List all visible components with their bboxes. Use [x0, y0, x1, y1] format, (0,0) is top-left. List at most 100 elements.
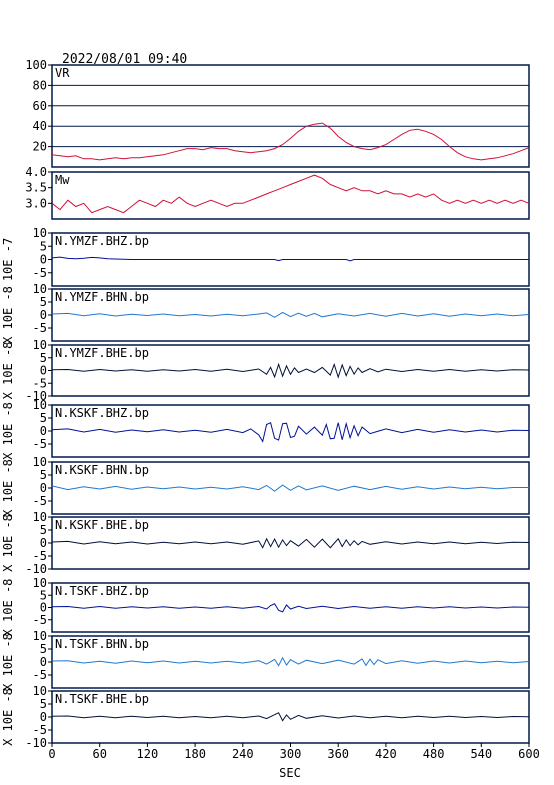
x-tick-label: 420 [375, 747, 397, 761]
y-tick-label: 0 [40, 655, 47, 669]
y-tick-label: 5 [40, 351, 47, 365]
y-tick-label: 4.0 [25, 165, 47, 179]
series-line [51, 362, 530, 379]
y-tick-label: 5 [40, 588, 47, 602]
y-axis-label: X 10E -8 [1, 633, 15, 691]
y-tick-label: -10 [25, 562, 47, 576]
y-axis-label: X 10E -8 [1, 402, 15, 460]
panel-label: N.YMZF.BHE.bp [55, 346, 149, 360]
y-tick-label: 10 [33, 629, 47, 643]
y-axis-label: X 10E -8 [1, 342, 15, 400]
y-tick-label: 0 [40, 710, 47, 724]
y-tick-label: 0 [40, 481, 47, 495]
series-line [51, 484, 529, 492]
series-line [51, 537, 530, 549]
x-tick-label: 120 [137, 747, 159, 761]
y-tick-label: 5 [40, 239, 47, 253]
x-tick-label: 600 [518, 747, 540, 761]
y-axis-label: X 10E -8 [1, 579, 15, 637]
y-tick-label: -5 [33, 266, 47, 280]
y-tick-label: 10 [33, 576, 47, 590]
y-tick-label: -5 [33, 376, 47, 390]
panel-label: N.YMZF.BHN.bp [55, 290, 149, 304]
y-tick-label: 60 [33, 99, 47, 113]
y-tick-label: -5 [33, 613, 47, 627]
y-tick-label: -5 [33, 723, 47, 737]
series-line [51, 256, 529, 262]
series-line [51, 174, 530, 214]
x-tick-label: 240 [232, 747, 254, 761]
x-tick-label: 540 [470, 747, 492, 761]
y-tick-label: 3.0 [25, 196, 47, 210]
y-tick-label: -10 [25, 389, 47, 403]
y-tick-label: -5 [33, 668, 47, 682]
y-tick-label: 5 [40, 295, 47, 309]
y-tick-label: 0 [40, 536, 47, 550]
panel-label: N.KSKF.BHE.bp [55, 518, 149, 532]
y-tick-label: 100 [25, 58, 47, 72]
panel-label: N.KSKF.BHN.bp [55, 463, 149, 477]
series-line [51, 122, 530, 161]
y-axis-label: X 10E -8 [1, 514, 15, 572]
panel-label: VR [55, 66, 70, 80]
y-tick-label: -5 [33, 437, 47, 451]
y-axis-label: X 10E -8 [1, 286, 15, 344]
panel-label: N.TSKF.BHE.bp [55, 692, 149, 706]
y-axis-label: X 10E -8 [1, 459, 15, 517]
x-tick-label: 0 [48, 747, 55, 761]
y-tick-label: 0 [40, 253, 47, 267]
y-tick-label: 5 [40, 642, 47, 656]
x-tick-label: 180 [184, 747, 206, 761]
y-tick-label: 10 [33, 398, 47, 412]
y-tick-label: -5 [33, 321, 47, 335]
y-tick-label: 0 [40, 601, 47, 615]
y-tick-label: 5 [40, 697, 47, 711]
x-tick-label: 300 [280, 747, 302, 761]
series-line [51, 421, 530, 443]
panel-label: N.TSKF.BHZ.bp [55, 584, 149, 598]
panel-label: N.YMZF.BHZ.bp [55, 234, 149, 248]
y-tick-label: 10 [33, 282, 47, 296]
y-axis-label: 10E -7 [1, 238, 15, 281]
y-tick-label: 10 [33, 226, 47, 240]
series-line [51, 311, 530, 318]
x-tick-label: 480 [423, 747, 445, 761]
y-tick-label: 0 [40, 424, 47, 438]
y-tick-label: 0 [40, 308, 47, 322]
y-tick-label: 5 [40, 411, 47, 425]
panel-frame [51, 171, 530, 220]
y-tick-label: 5 [40, 523, 47, 537]
y-tick-label: 3.5 [25, 181, 47, 195]
series-line [51, 712, 530, 722]
panel: 100 80 60 40 20 VR [25, 58, 530, 168]
panel-frame [51, 64, 530, 168]
series-line [51, 656, 530, 667]
timestamp-title: 2022/08/01 09:40 [62, 52, 187, 67]
y-tick-label: 5 [40, 468, 47, 482]
panel-label: N.TSKF.BHN.bp [55, 637, 149, 651]
series-line [51, 603, 530, 613]
y-tick-label: 40 [33, 119, 47, 133]
y-tick-label: 10 [33, 510, 47, 524]
x-tick-label: 360 [327, 747, 349, 761]
y-tick-label: 80 [33, 78, 47, 92]
y-axis-label: X 10E -8 [1, 688, 15, 746]
panel-label: N.KSKF.BHZ.bp [55, 406, 149, 420]
x-tick-label: 60 [92, 747, 106, 761]
y-tick-label: -5 [33, 494, 47, 508]
y-tick-label: -5 [33, 549, 47, 563]
y-tick-label: 10 [33, 338, 47, 352]
y-tick-label: 10 [33, 455, 47, 469]
